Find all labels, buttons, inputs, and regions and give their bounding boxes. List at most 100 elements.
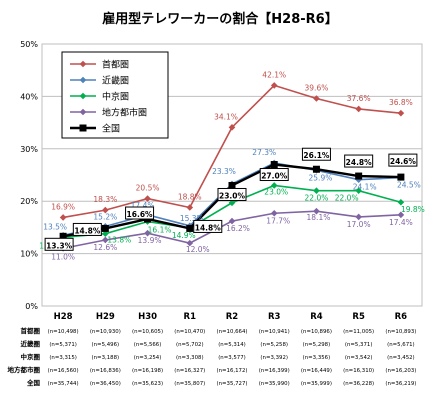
data-label: 17.7% (266, 216, 290, 225)
table-cell: (n=5,496) (92, 342, 120, 348)
y-tick-label: 0% (25, 302, 38, 311)
x-tick-label: R6 (395, 312, 408, 322)
x-tick-label: H28 (54, 312, 73, 322)
table-row-label: 全国 (26, 378, 41, 387)
chart-title: 雇用型テレワーカーの割合【H28-R6】 (102, 11, 337, 27)
data-label: 23.0% (264, 187, 288, 196)
table-cell: (n=16,310) (343, 368, 374, 374)
x-tick-label: R1 (184, 312, 197, 322)
table-cell: (n=10,896) (301, 329, 332, 335)
data-label: 13.9% (138, 236, 162, 245)
table-cell: (n=16,399) (259, 368, 290, 374)
table-cell: (n=36,228) (343, 381, 374, 387)
table-cell: (n=5,702) (176, 342, 204, 348)
legend-marker (79, 92, 87, 100)
data-point (313, 187, 320, 195)
legend-box (61, 51, 169, 139)
table-row-label: 近畿圏 (21, 339, 41, 348)
data-label-box (259, 168, 289, 182)
table-cell: (n=10,664) (216, 329, 247, 335)
data-label: 17.0% (347, 220, 371, 229)
x-tick-label: R5 (352, 312, 365, 322)
table-cell: (n=35,623) (132, 381, 163, 387)
table-cell: (n=10,893) (385, 329, 416, 335)
y-tick-label: 50% (20, 40, 38, 49)
data-label-box (301, 147, 331, 161)
data-point (355, 105, 362, 113)
table-cell: (n=3,188) (92, 355, 120, 361)
table-cell: (n=16,560) (48, 368, 79, 374)
data-label: 24.8% (346, 158, 373, 167)
data-point (355, 213, 362, 221)
data-label: 24.5% (397, 181, 421, 190)
data-label: 39.6% (305, 83, 329, 92)
legend-label: 全国 (102, 123, 120, 135)
table-cell: (n=3,356) (303, 355, 331, 361)
data-point (228, 181, 236, 189)
data-point (186, 204, 194, 211)
table-cell: (n=3,542) (345, 355, 373, 361)
table-cell: (n=16,836) (90, 368, 121, 374)
data-point (228, 199, 236, 207)
data-point (228, 124, 236, 131)
data-point (186, 224, 194, 232)
data-point (270, 161, 278, 169)
table-cell: (n=11,005) (343, 329, 374, 335)
data-label: 12.6% (93, 243, 117, 252)
table-cell: (n=10,930) (90, 329, 121, 335)
data-point (270, 182, 278, 189)
data-label: 13.3% (46, 241, 73, 250)
data-label: 17.4% (131, 201, 155, 210)
table-cell: (n=3,254) (134, 355, 162, 361)
data-label: 34.1% (214, 112, 238, 121)
table-cell: (n=3,308) (176, 355, 204, 361)
y-tick-label: 20% (20, 197, 38, 206)
data-label-box (388, 153, 418, 167)
data-point (102, 230, 109, 237)
table-cell: (n=10,498) (48, 329, 79, 335)
data-label: 16.6% (127, 210, 154, 219)
table-row-label: 中京圏 (21, 352, 41, 361)
data-label: 22.0% (335, 194, 359, 203)
table-cell: (n=35,990) (259, 381, 290, 387)
table-row-label: 首都圏 (21, 326, 41, 335)
table-cell: (n=16,172) (216, 368, 247, 374)
table-cell: (n=36,450) (90, 381, 121, 387)
data-label: 18.8% (178, 192, 202, 201)
data-point (144, 229, 151, 237)
table-cell: (n=10,941) (259, 329, 290, 335)
x-tick-label: H30 (138, 312, 157, 322)
data-label: 26.1% (303, 151, 330, 160)
table-cell: (n=3,577) (218, 355, 246, 361)
data-point (397, 211, 405, 219)
legend-label: 近畿圏 (102, 75, 129, 87)
data-label: 18.1% (307, 213, 331, 222)
legend-marker (79, 60, 87, 68)
data-label: 16.2% (226, 224, 250, 233)
data-label-box (193, 219, 223, 233)
table-cell: (n=10,605) (132, 329, 163, 335)
data-label-box (44, 237, 74, 251)
table-cell: (n=3,392) (260, 355, 288, 361)
x-tick-label: H29 (96, 312, 115, 322)
data-point (397, 109, 405, 117)
data-label: 36.8% (389, 98, 413, 107)
data-point (312, 165, 320, 173)
data-label: 23.0% (219, 191, 246, 200)
table-cell: (n=35,727) (216, 381, 247, 387)
data-point (313, 207, 320, 215)
data-label: 13.8% (107, 236, 131, 245)
data-label-box (217, 187, 247, 201)
data-label-box (344, 154, 374, 168)
data-label: 24.1% (353, 183, 377, 192)
data-label: 16.1% (148, 226, 172, 235)
legend-marker (79, 108, 87, 116)
data-point (355, 172, 363, 180)
table-cell: (n=35,807) (174, 381, 205, 387)
data-point (228, 217, 236, 225)
data-point (102, 236, 109, 244)
table-cell: (n=5,258) (260, 342, 288, 348)
table-cell: (n=5,371) (345, 342, 373, 348)
data-point (270, 82, 278, 89)
data-label: 27.0% (261, 172, 288, 181)
